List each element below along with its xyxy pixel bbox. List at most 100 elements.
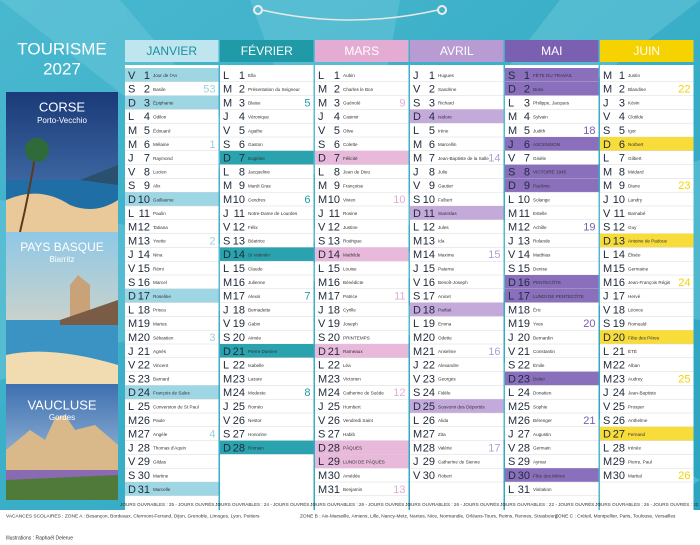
day-highlight: [505, 81, 599, 96]
day-letter: V: [318, 222, 326, 234]
day-number: 9: [144, 180, 150, 192]
saint: Marcel: [153, 280, 167, 285]
day-number: 8: [334, 166, 340, 178]
saint: Sandrine: [438, 87, 457, 92]
week-number: 53: [203, 84, 215, 96]
saint: Audrey: [628, 377, 643, 382]
day-number: 6: [524, 139, 530, 151]
day-letter: J: [223, 208, 229, 220]
day-letter: S: [508, 263, 515, 275]
day-number: 7: [524, 153, 530, 165]
saint: Clotilde: [628, 115, 644, 120]
day-letter: D: [128, 484, 136, 496]
day-letter: L: [413, 318, 419, 330]
day-letter: V: [318, 125, 326, 137]
saint: Gisèle: [533, 156, 546, 161]
day-highlight: [125, 192, 219, 206]
saint: Médard: [628, 170, 644, 175]
day-number: 21: [233, 346, 245, 358]
saint: Sylvain: [533, 115, 548, 120]
day-number: 23: [613, 373, 625, 385]
day-letter: J: [603, 194, 609, 206]
day-number: 6: [334, 139, 340, 151]
week-number: 10: [393, 194, 405, 206]
day-number: 11: [424, 208, 435, 220]
saint: Benjamin: [343, 487, 363, 492]
day-number: 17: [423, 291, 435, 303]
day-number: 18: [138, 304, 150, 316]
day-letter: V: [318, 318, 326, 330]
month-footer: JOURS OUVRABLES : 24 - JOURS OUVRÉS : 20: [215, 501, 319, 507]
saint: LUNDI DE PENTECÔTE: [533, 293, 584, 299]
region-name: VAUCLUSE: [27, 397, 96, 412]
day-letter: M: [413, 235, 422, 247]
day-letter: L: [413, 415, 419, 427]
saint: Élisée: [628, 252, 641, 258]
saint: Bérenger: [533, 418, 552, 423]
day-number: 26: [613, 415, 625, 427]
day-letter: M: [603, 373, 612, 385]
day-letter: M: [128, 318, 137, 330]
day-number: 13: [423, 235, 435, 247]
day-number: 24: [138, 387, 150, 399]
saint: Olive: [343, 128, 354, 133]
saint: Casimir: [343, 115, 359, 120]
saint: Eugénie: [248, 156, 265, 161]
day-letter: M: [223, 97, 232, 109]
day-number: 9: [334, 180, 340, 192]
saint: Rameaux: [343, 349, 363, 354]
saint: Parfait: [438, 308, 452, 313]
saint: Jean-Baptiste de la Salle: [438, 156, 489, 161]
day-letter: M: [318, 180, 327, 192]
day-letter: M: [128, 332, 137, 344]
saint: Barnabé: [628, 211, 646, 216]
saint: Julienne: [248, 280, 266, 285]
vacations-zone-b: ZONE B : Aix-Marseille, Amiens, Lille, N…: [300, 513, 558, 519]
week-number: 12: [393, 387, 405, 399]
day-number: 17: [233, 291, 245, 303]
saint: Irène: [438, 128, 449, 133]
day-letter: S: [318, 235, 325, 247]
saint: Yvette: [153, 239, 166, 244]
day-letter: M: [128, 222, 137, 234]
day-number: 24: [518, 387, 530, 399]
day-number: 25: [518, 401, 530, 413]
day-letter: J: [413, 70, 419, 82]
month-name: FÉVRIER: [241, 43, 293, 58]
day-letter: L: [603, 153, 609, 165]
saint: Benoît-Joseph: [438, 280, 468, 285]
day-letter: S: [603, 318, 610, 330]
day-letter: J: [223, 401, 229, 413]
day-number: 26: [138, 415, 150, 427]
saint: Vincent: [153, 363, 169, 368]
saint: Rodrigue: [343, 239, 362, 244]
day-letter: V: [413, 470, 421, 482]
day-highlight: [505, 288, 599, 303]
day-letter: D: [128, 194, 136, 206]
saint: Solange: [533, 197, 550, 202]
day-highlight: [505, 275, 599, 289]
month-footer: JOURS OUVRABLES : 25 - JOURS OUVRÉS : 20: [120, 501, 224, 507]
day-number: 20: [613, 332, 625, 344]
day-number: 22: [138, 360, 150, 372]
day-number: 5: [429, 125, 435, 137]
day-number: 7: [619, 153, 625, 165]
saint: Léa: [343, 363, 351, 368]
saint: Paulin: [153, 211, 166, 216]
saint: PRINTEMPS: [343, 335, 370, 340]
day-letter: V: [128, 360, 136, 372]
saint: Basile: [153, 87, 166, 92]
day-number: 12: [138, 222, 150, 234]
day-letter: M: [318, 484, 327, 496]
day-number: 2: [429, 84, 435, 96]
day-letter: M: [508, 415, 517, 427]
day-letter: M: [413, 346, 422, 358]
saint: Marcelle: [153, 487, 171, 492]
day-letter: V: [413, 373, 421, 385]
day-number: 13: [613, 235, 625, 247]
day-number: 22: [328, 360, 340, 372]
day-number: 19: [423, 318, 435, 330]
day-letter: M: [318, 277, 327, 289]
day-letter: S: [508, 70, 515, 82]
